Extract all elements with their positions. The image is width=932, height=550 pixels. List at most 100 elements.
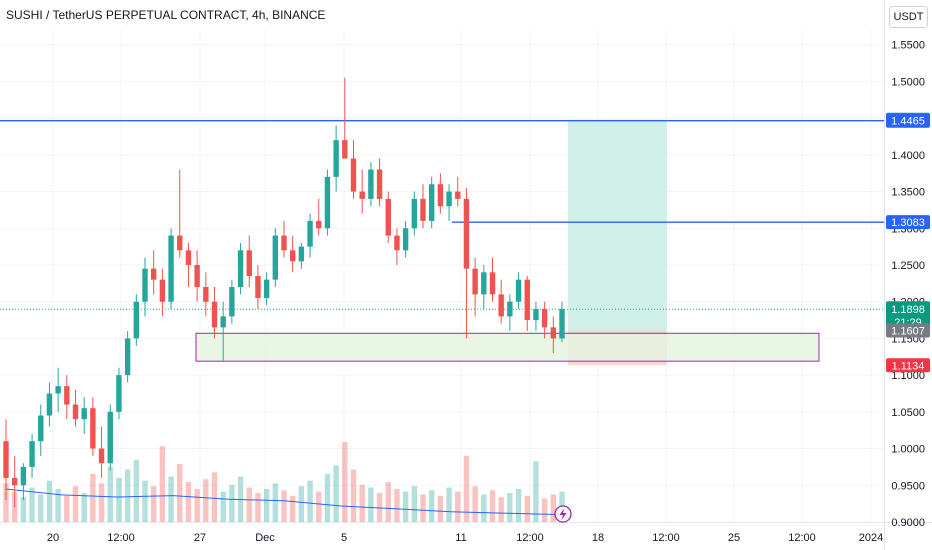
volume-bar [203,479,209,522]
volume-bar [533,461,539,522]
volume-bar [507,493,513,522]
volume-bar [350,469,357,522]
volume-bar [324,473,331,522]
volume-bar [107,466,113,522]
candle-body [359,191,365,199]
volume-bar [72,486,79,522]
candle-body [159,279,166,302]
volume-bar [368,487,374,522]
volume-ma-line [5,488,563,516]
x-tick-label: 12:00 [516,532,544,544]
entry-label: 1.1607 [891,326,925,338]
candle-body [185,250,192,265]
volume-bar [472,486,478,522]
y-tick-label: 0.9000 [891,517,925,529]
currency-button[interactable]: USDT [889,6,928,28]
time-axis[interactable]: 20 12:00 27 Dec 5 11 12:00 18 12:00 25 12:00 2024 [47,532,883,544]
candle-body [376,169,383,199]
candle-body [316,220,322,229]
x-tick-label: 12:00 [652,532,680,544]
volume-bars [3,442,565,522]
entry-label-bg [886,323,930,338]
candle-body [133,301,140,339]
y-tick-label: 1.1000 [891,370,925,382]
y-tick-label: 0.9500 [891,480,925,492]
candle-body [498,294,504,317]
volume-bar [437,495,444,522]
volume-bar [455,491,461,522]
x-tick-label: 2024 [859,532,883,544]
last-price-label-bg [886,301,930,330]
candle-body [64,386,70,405]
y-tick-label: 1.5500 [891,40,925,52]
candle-body [246,250,252,276]
x-tick-label: 25 [728,532,740,544]
x-tick-label: Dec [255,532,275,544]
candle-body [455,191,461,199]
demand-zone [195,332,820,362]
candle-body [55,386,61,394]
x-tick-label: 20 [47,532,59,544]
candle-body [98,448,105,464]
candle-body [368,169,374,199]
x-tick-label: 18 [592,532,604,544]
candle-body [90,408,96,449]
price-axis[interactable]: 1.55001.50001.45001.40001.35001.30001.25… [891,40,925,529]
candle-body [263,279,270,299]
volume-bar [298,486,305,522]
volume-bar [481,494,487,522]
candle-body [394,235,400,251]
candle-body [437,184,444,207]
last-price-label: 1.1898 [891,304,925,316]
volume-bar [55,488,61,522]
horizontal-line-mid-label: 1.3083 [891,217,925,229]
volume-bar [463,455,470,522]
volume-bar [359,484,365,522]
x-tick-label: 12:00 [107,532,135,544]
candle-body [289,250,296,262]
candle-body [385,198,391,236]
volume-bar [524,495,530,522]
candle-body [255,276,261,299]
candle-body [342,140,348,159]
volume-bar [342,442,348,522]
volume-bar [3,483,9,522]
volume-bar [402,491,409,522]
volume-bar [385,482,391,522]
horizontal-line-upper-label-bg [886,113,930,128]
volume-bar [446,487,452,522]
volume-bar [124,469,131,522]
candle-body [237,250,244,288]
volume-bar [168,476,174,522]
volume-bar [159,446,166,522]
chart-title: SUSHI / TetherUS PERPETUAL CONTRACT, 4h,… [6,8,326,22]
volume-bar [550,494,557,522]
volume-bar [281,490,287,522]
volume-bar [420,494,426,522]
candle-body [46,393,53,416]
volume-bar [46,480,53,522]
volume-bar [81,493,87,522]
volume-bar [116,477,122,522]
candle-body [220,316,226,328]
candle-body [272,235,279,280]
horizontal-line-upper-label: 1.4465 [891,116,925,128]
alert-bolt-icon[interactable] [554,505,572,523]
x-tick-label: 12:00 [788,532,816,544]
volume-bar [220,491,226,522]
candle-body [81,408,87,420]
volume-bar [150,486,157,522]
volume-bar [272,483,279,522]
drawings[interactable] [0,119,884,366]
volume-bar [428,490,435,522]
y-tick-label: 1.4000 [891,150,925,162]
candle-body [550,327,557,339]
stop-label: 1.1134 [892,360,925,372]
candle-body [11,477,18,486]
volume-bar [90,473,96,522]
candle-body [411,198,418,229]
x-tick-label: 11 [455,532,466,544]
candle-body [307,220,313,247]
volume-bar [211,472,218,522]
